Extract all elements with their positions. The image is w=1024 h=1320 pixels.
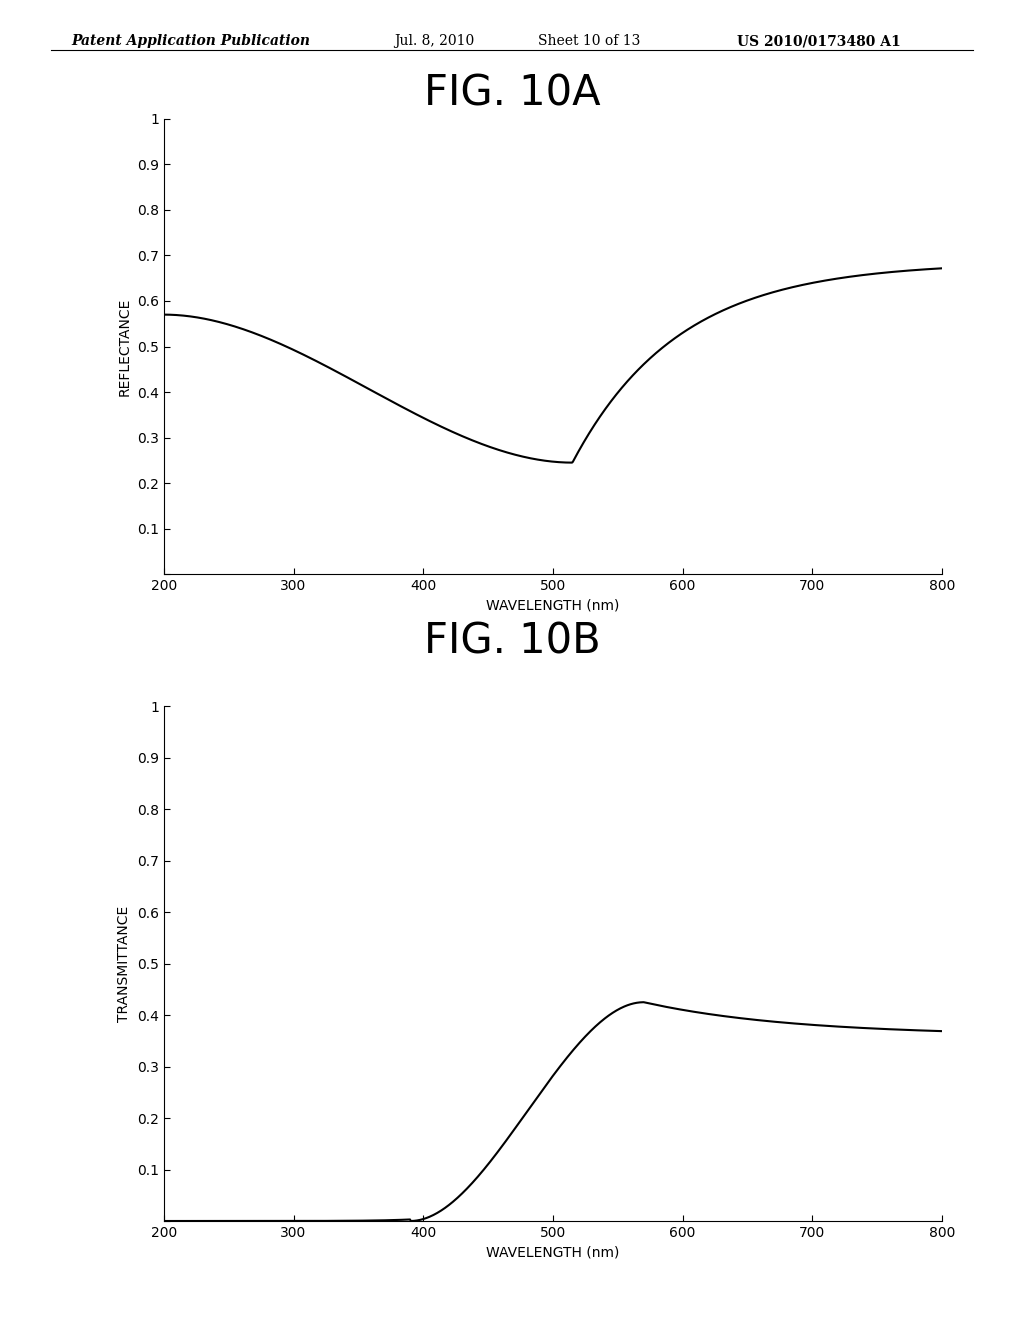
Y-axis label: TRANSMITTANCE: TRANSMITTANCE [118,906,131,1022]
Text: FIG. 10A: FIG. 10A [424,73,600,115]
Text: FIG. 10B: FIG. 10B [424,620,600,663]
Text: Patent Application Publication: Patent Application Publication [72,34,310,49]
X-axis label: WAVELENGTH (nm): WAVELENGTH (nm) [486,598,620,612]
Text: US 2010/0173480 A1: US 2010/0173480 A1 [737,34,901,49]
Text: Sheet 10 of 13: Sheet 10 of 13 [538,34,640,49]
X-axis label: WAVELENGTH (nm): WAVELENGTH (nm) [486,1245,620,1259]
Y-axis label: REFLECTANCE: REFLECTANCE [118,297,131,396]
Text: Jul. 8, 2010: Jul. 8, 2010 [394,34,474,49]
